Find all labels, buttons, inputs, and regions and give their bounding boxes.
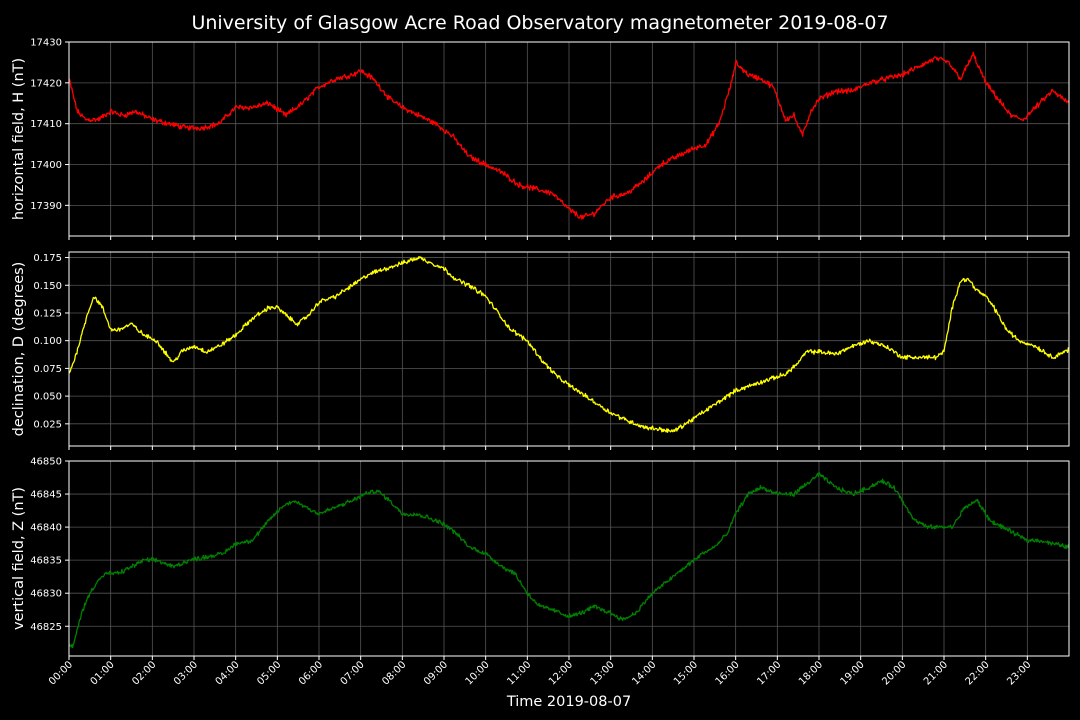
y-tick-label: 0.125	[33, 308, 62, 319]
panel-2: 0.025 0.050 0.075 0.100 0.125 0.150 0.175 decli…	[11, 251, 1070, 450]
y-axis-label: vertical field, Z (nT)	[11, 487, 27, 630]
panel-3: 46825 46830 46835 46840 46845 46850 vertical f…	[11, 457, 1070, 660]
y-tick-label: 17390	[30, 201, 62, 212]
y-tick-label: 17430	[30, 38, 62, 49]
y-tick-label: 0.025	[33, 419, 62, 430]
y-tick-label: 46830	[30, 589, 62, 600]
x-axis-label: Time 2019-08-07	[506, 694, 631, 710]
y-axis-label: horizontal field, H (nT)	[11, 58, 27, 220]
y-tick-label: 0.100	[33, 336, 62, 347]
series-line	[68, 255, 1070, 433]
chart-title: University of Glasgow Acre Road Observat…	[191, 12, 888, 34]
y-tick-label: 0.150	[33, 281, 62, 292]
y-tick-label: 0.050	[33, 392, 62, 403]
y-tick-label: 46850	[30, 457, 62, 468]
y-tick-label: 0.175	[33, 253, 62, 264]
y-tick-label: 46835	[30, 556, 62, 567]
y-tick-label: 46825	[30, 622, 62, 633]
y-tick-label: 17420	[30, 78, 62, 89]
y-tick-label: 17400	[30, 160, 62, 171]
axes-frame	[68, 251, 1070, 447]
series-line	[68, 51, 1070, 220]
y-tick-label: 17410	[30, 119, 62, 130]
axes-frame	[68, 41, 1070, 237]
y-tick-label: 0.075	[33, 364, 62, 375]
axes-frame	[68, 460, 1070, 657]
y-tick-label: 46845	[30, 490, 62, 501]
y-axis-label: declination, D (degrees)	[11, 262, 27, 437]
series-line	[68, 471, 1070, 649]
y-tick-label: 46840	[30, 523, 62, 534]
